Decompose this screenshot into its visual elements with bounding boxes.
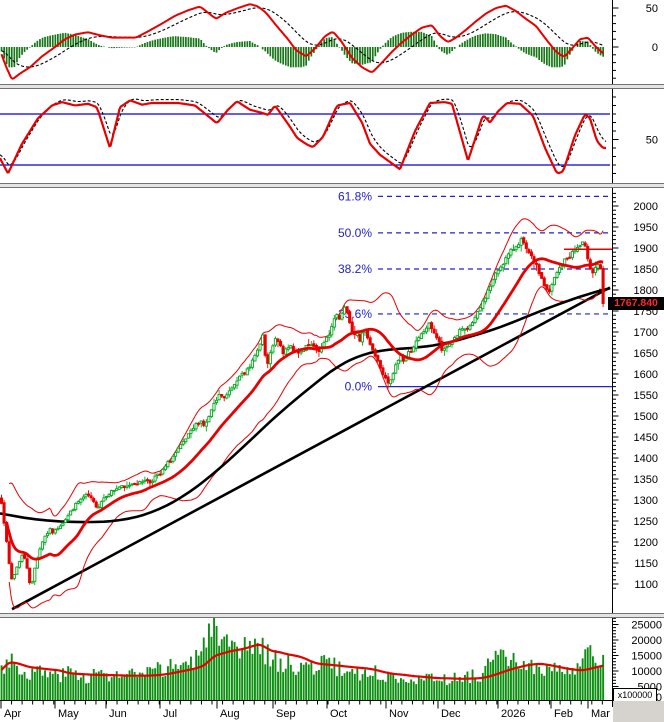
axis-label: 1300 (634, 495, 658, 507)
month-label: Dec (441, 708, 461, 720)
time-axis[interactable]: Apr May Jun Jul Aug Sep Oct Nov Dec 2026 Feb Mar (0, 700, 613, 721)
month-label: Oct (330, 708, 347, 720)
bollinger-lower (8, 286, 604, 609)
fib-label: 61.8% (338, 189, 372, 203)
bottom-right-corner (613, 701, 664, 722)
month-label: Nov (389, 708, 409, 720)
axis-label: 2000 (634, 201, 658, 213)
long-moving-average (0, 287, 611, 524)
month-label: Mar (591, 708, 610, 720)
axis-label: 10000 (631, 666, 662, 678)
month-label: Feb (554, 708, 573, 720)
trendline (11, 286, 611, 611)
month-label: Sep (276, 708, 296, 720)
right-axis[interactable]: 5005020001950190018501800175017001650160… (612, 0, 663, 707)
fib-label: 50.0% (338, 226, 372, 240)
volume-bars (0, 617, 605, 700)
axis-label: 15000 (631, 651, 662, 663)
axis-label: 1400 (634, 453, 658, 465)
axis-label: 1950 (634, 222, 658, 234)
fib-label: 0.0% (345, 380, 373, 394)
axis-label: 50 (646, 3, 658, 15)
axis-label: 1250 (634, 516, 658, 528)
ma20-line (5, 257, 604, 561)
stochastic-signal-line (0, 98, 607, 168)
panel-divider[interactable] (0, 613, 664, 618)
axis-label: 1550 (634, 390, 658, 402)
axis-label: 1150 (634, 558, 658, 570)
last-price-tag: 1767.840 (608, 297, 664, 310)
panel-divider[interactable] (0, 183, 664, 188)
axis-label: 1650 (634, 348, 658, 360)
month-label: Jul (163, 708, 177, 720)
month-label: May (58, 708, 79, 720)
axis-label: 1600 (634, 369, 658, 381)
axis-label: 1200 (634, 537, 658, 549)
axis-label: 0 (656, 692, 662, 704)
axis-label: 1900 (634, 243, 658, 255)
axis-label: 1700 (634, 327, 658, 339)
axis-label: 1800 (634, 285, 658, 297)
price-panel[interactable]: 61.8%50.0%38.2%23.6%0.0% (0, 189, 612, 611)
stochastic-panel[interactable] (0, 98, 610, 175)
volume-panel[interactable] (0, 617, 605, 700)
axis-label: 20000 (631, 635, 662, 647)
month-label: Apr (4, 708, 21, 720)
panel-divider[interactable] (0, 84, 664, 89)
axis-label: 0 (652, 42, 658, 54)
axis-label: 50 (646, 135, 658, 147)
stochastic-line (0, 99, 606, 175)
axis-label: 1500 (634, 411, 658, 423)
macd-signal-line (1, 7, 604, 68)
axis-label: 1100 (634, 579, 658, 591)
macd-panel[interactable] (0, 3, 604, 80)
macd-line (0, 3, 604, 80)
axis-label: 1850 (634, 264, 658, 276)
axis-label: 1350 (634, 474, 658, 486)
fib-label: 38.2% (338, 262, 372, 276)
macd-histogram (0, 31, 604, 68)
bollinger-upper (8, 218, 604, 517)
month-label: Aug (220, 708, 240, 720)
axis-label: 25000 (631, 620, 662, 632)
axis-label: 1450 (634, 432, 658, 444)
volume-ma-line (0, 643, 604, 680)
month-label: 2026 (501, 708, 525, 720)
month-label: Jun (109, 708, 127, 720)
